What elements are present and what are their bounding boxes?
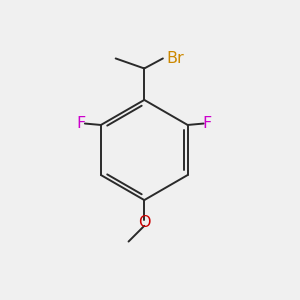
Text: Br: Br	[166, 51, 184, 66]
Text: F: F	[202, 116, 212, 131]
Text: O: O	[138, 215, 151, 230]
Text: F: F	[77, 116, 86, 131]
